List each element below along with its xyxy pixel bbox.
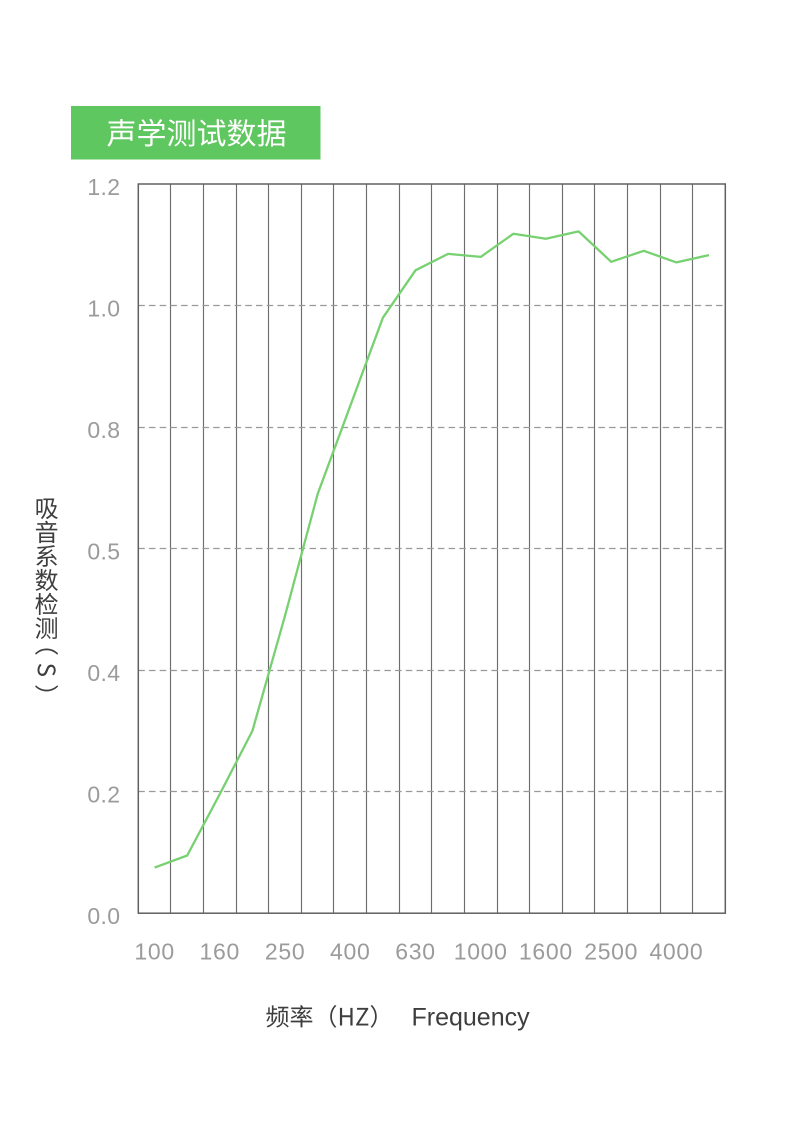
svg-text:1.0: 1.0	[87, 296, 120, 322]
svg-text:400: 400	[330, 939, 370, 965]
svg-text:0.2: 0.2	[87, 782, 120, 808]
svg-text:0.5: 0.5	[87, 539, 120, 565]
svg-text:2500: 2500	[584, 939, 638, 965]
svg-text:160: 160	[200, 939, 240, 965]
svg-text:0.4: 0.4	[87, 660, 120, 686]
svg-text:0.0: 0.0	[87, 903, 120, 929]
svg-text:1.2: 1.2	[87, 174, 120, 200]
svg-text:4000: 4000	[649, 939, 703, 965]
svg-text:0.8: 0.8	[87, 417, 120, 443]
svg-text:250: 250	[265, 939, 305, 965]
svg-text:1600: 1600	[519, 939, 573, 965]
svg-text:100: 100	[134, 939, 174, 965]
svg-text:Frequency: Frequency	[412, 1004, 531, 1032]
svg-text:630: 630	[395, 939, 435, 965]
svg-text:1000: 1000	[454, 939, 508, 965]
